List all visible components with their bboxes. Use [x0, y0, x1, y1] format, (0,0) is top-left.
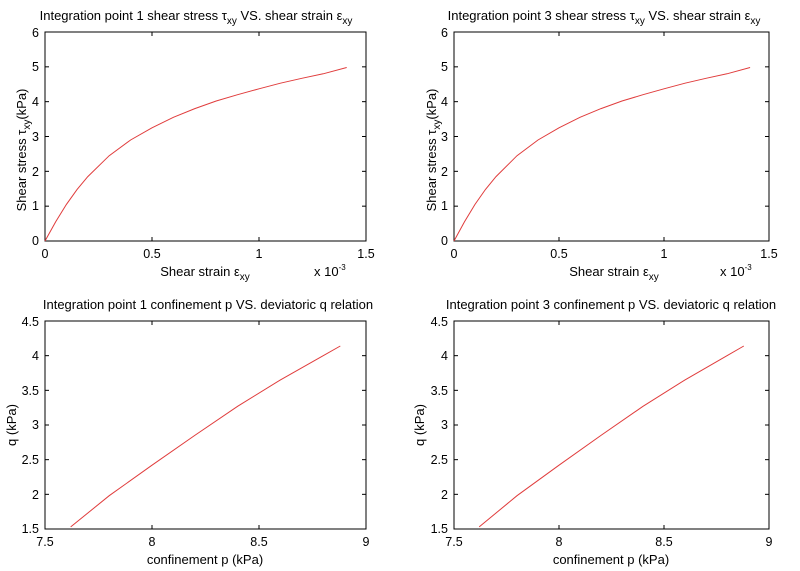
panel-4-ytick-label: 3: [441, 418, 448, 432]
panel-1-ylabel: Shear stress τxy(kPa): [14, 89, 33, 212]
panel-4-title: Integration point 3 confinement p VS. de…: [446, 297, 776, 312]
panel-1-title: Integration point 1 shear stress τxy VS.…: [40, 8, 353, 27]
panel-2-xtick-label: 0: [451, 247, 458, 261]
panel-3-ytick-label: 2: [32, 488, 39, 502]
panel-4-xtick-label: 9: [766, 535, 773, 549]
panel-2: Integration point 3 shear stress τxy VS.…: [424, 8, 778, 283]
panel-1-x-exponent: x 10-3: [314, 263, 346, 279]
panel-3-xticks: 7.5 8 8.5 9: [36, 535, 369, 549]
panel-4-ylabel: q (kPa): [412, 404, 427, 446]
panel-2-ytick-label: 5: [441, 60, 448, 74]
panel-4-xtick-label: 7.5: [445, 535, 462, 549]
panel-4-ytick-label: 1.5: [431, 522, 448, 536]
panel-2-ytick-label: 4: [441, 95, 448, 109]
panel-1-ytick-label: 3: [32, 130, 39, 144]
panel-4-xticks: 7.5 8 8.5 9: [445, 535, 772, 549]
panel-2-ylabel: Shear stress τxy(kPa): [424, 89, 443, 212]
panel-2-tick-marks: [453, 31, 770, 242]
panel-1-xtick-label: 1.5: [357, 247, 374, 261]
panel-1-yticks: 0 1 2 3 4 5 6: [32, 26, 39, 248]
panel-1-xtick-label: 1: [256, 247, 263, 261]
panel-2-ytick-label: 3: [441, 130, 448, 144]
panel-2-title: Integration point 3 shear stress τxy VS.…: [448, 8, 761, 27]
panel-3-axes-box: [44, 320, 367, 530]
panel-4-tick-marks: [453, 320, 770, 530]
panel-4-ytick-label: 3.5: [431, 384, 448, 398]
panel-1-series-line: [44, 67, 347, 242]
panel-1-ytick-label: 1: [32, 199, 39, 213]
panel-4-ytick-label: 2: [441, 488, 448, 502]
panel-4-ytick-label: 4.5: [431, 315, 448, 329]
panel-3: Integration point 1 confinement p VS. de…: [4, 297, 373, 567]
panel-2-ytick-label: 1: [441, 199, 448, 213]
panel-2-xticks: 0 0.5 1 1.5: [451, 247, 778, 261]
panel-3-ytick-label: 3: [32, 418, 39, 432]
panel-3-xtick-label: 7.5: [36, 535, 53, 549]
panel-1-ytick-label: 5: [32, 60, 39, 74]
panel-1: Integration point 1 shear stress τxy VS.…: [14, 8, 375, 283]
panel-3-series-line: [70, 345, 341, 528]
panel-2-ytick-label: 0: [441, 234, 448, 248]
panel-2-yticks: 0 1 2 3 4 5 6: [441, 26, 448, 248]
panel-2-axes-box: [453, 31, 770, 242]
panel-3-ytick-label: 4: [32, 349, 39, 363]
panel-3-yticks: 1.5 2 2.5 3 3.5 4 4.5: [22, 315, 39, 536]
panel-4-ytick-label: 2.5: [431, 453, 448, 467]
panel-2-xtick-label: 0.5: [550, 247, 567, 261]
panel-3-xtick-label: 8.5: [250, 535, 267, 549]
panel-1-axes-box: [44, 31, 367, 242]
panel-3-ylabel: q (kPa): [4, 404, 19, 446]
panel-3-ytick-label: 1.5: [22, 522, 39, 536]
panel-3-title: Integration point 1 confinement p VS. de…: [43, 297, 373, 312]
panel-4-xtick-label: 8: [556, 535, 563, 549]
panel-1-ytick-label: 2: [32, 165, 39, 179]
panel-2-ytick-label: 2: [441, 165, 448, 179]
panel-1-ytick-label: 0: [32, 234, 39, 248]
panel-1-ytick-label: 4: [32, 95, 39, 109]
panel-2-xlabel: Shear strain εxy: [569, 264, 659, 283]
panel-2-ytick-label: 6: [441, 26, 448, 40]
panel-2-xtick-label: 1.5: [760, 247, 777, 261]
panel-2-xtick-label: 1: [661, 247, 668, 261]
panel-4-series-line: [478, 345, 745, 528]
panel-2-series-line: [453, 67, 751, 242]
panel-4-ytick-label: 4: [441, 349, 448, 363]
panel-1-xticks: 0 0.5 1 1.5: [42, 247, 375, 261]
panel-1-xtick-label: 0: [42, 247, 49, 261]
panel-3-ytick-label: 3.5: [22, 384, 39, 398]
panel-1-ytick-label: 6: [32, 26, 39, 40]
panel-2-x-exponent: x 10-3: [720, 263, 752, 279]
panel-1-xtick-label: 0.5: [143, 247, 160, 261]
panel-4: Integration point 3 confinement p VS. de…: [412, 297, 776, 567]
panel-3-tick-marks: [44, 320, 367, 530]
panel-3-ytick-label: 4.5: [22, 315, 39, 329]
panel-4-xtick-label: 8.5: [655, 535, 672, 549]
panel-1-tick-marks: [44, 31, 367, 242]
panel-3-xtick-label: 9: [363, 535, 370, 549]
panel-3-xlabel: confinement p (kPa): [147, 552, 263, 567]
panel-3-ytick-label: 2.5: [22, 453, 39, 467]
panel-3-xtick-label: 8: [149, 535, 156, 549]
panel-4-xlabel: confinement p (kPa): [553, 552, 669, 567]
panel-4-axes-box: [453, 320, 770, 530]
panel-4-yticks: 1.5 2 2.5 3 3.5 4 4.5: [431, 315, 448, 536]
panel-1-xlabel: Shear strain εxy: [160, 264, 250, 283]
